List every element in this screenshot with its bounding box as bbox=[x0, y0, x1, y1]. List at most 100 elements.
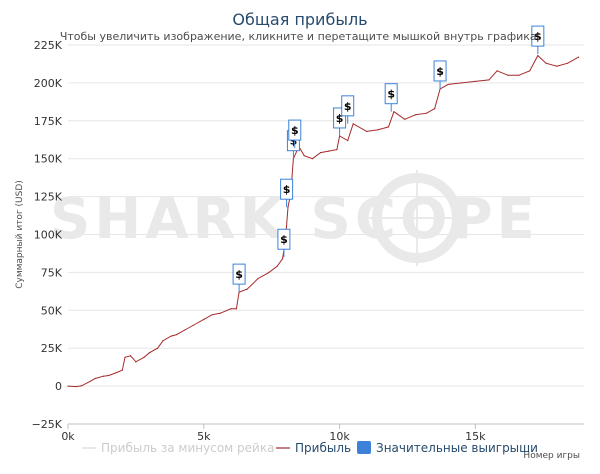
series-point bbox=[281, 258, 284, 260]
legend: Прибыль за минусом рейка Прибыль Значитель… bbox=[82, 441, 538, 455]
series-point bbox=[287, 206, 289, 208]
y-tick-label: 0 bbox=[55, 380, 62, 393]
series-point bbox=[67, 385, 69, 387]
y-tick-label: 225K bbox=[34, 39, 63, 52]
big-win-marker-label: $ bbox=[344, 100, 352, 113]
series-point bbox=[488, 79, 490, 81]
series-point bbox=[474, 80, 476, 82]
axes-layer: −25K 0 25K 50K 75K 100K 125K 150K 175K 200K 225K 0k… bbox=[32, 39, 584, 443]
series-point bbox=[276, 265, 278, 267]
legend-label: Прибыль bbox=[295, 441, 351, 455]
legend-item[interactable]: Прибыль bbox=[276, 441, 351, 455]
series-point bbox=[143, 356, 145, 358]
series-point bbox=[75, 385, 77, 388]
y-axis-label: Суммарный итог (USD) bbox=[15, 180, 25, 289]
legend-label: Прибыль за минусом рейка bbox=[101, 441, 274, 455]
legend-item[interactable]: Прибыль за минусом рейка bbox=[82, 441, 274, 455]
series-point bbox=[393, 111, 395, 113]
markers-layer: $$$$$$$$$$ bbox=[232, 25, 545, 293]
series-point bbox=[567, 62, 569, 64]
series-point bbox=[336, 149, 338, 151]
legend-swatch-box bbox=[357, 441, 371, 454]
series-point bbox=[121, 369, 123, 371]
series-point bbox=[135, 361, 137, 363]
series-point bbox=[116, 371, 118, 374]
y-tick-label: 125K bbox=[34, 191, 63, 204]
watermark: SHARK SCOPE bbox=[50, 170, 539, 266]
series-point bbox=[496, 70, 498, 72]
series-point bbox=[319, 152, 322, 154]
series-point bbox=[311, 158, 314, 160]
series-point bbox=[352, 123, 354, 125]
series-point bbox=[129, 355, 132, 357]
chart-subtitle: Чтобы увеличить изображение, кликните и … bbox=[60, 30, 540, 43]
series-point bbox=[203, 318, 205, 320]
series-point bbox=[425, 112, 428, 114]
y-tick-label: 50K bbox=[41, 304, 63, 317]
series-point bbox=[192, 324, 194, 327]
series-point bbox=[434, 108, 436, 110]
series-point bbox=[328, 150, 330, 152]
series-line-profit[interactable] bbox=[67, 54, 579, 388]
big-win-marker[interactable]: $ bbox=[288, 119, 302, 149]
series-point bbox=[162, 340, 164, 342]
y-tick-label: 150K bbox=[34, 153, 63, 166]
series-point bbox=[303, 155, 305, 157]
big-win-marker-label: $ bbox=[283, 183, 291, 196]
y-tick-label: 75K bbox=[41, 266, 63, 279]
scope-crosshair-icon bbox=[369, 170, 465, 266]
legend-label: Значительные выигрыши bbox=[376, 441, 538, 455]
big-win-marker-box bbox=[433, 60, 447, 82]
series-point bbox=[80, 385, 83, 387]
big-win-marker-label: $ bbox=[235, 268, 243, 281]
watermark-text: SHARK SCOPE bbox=[50, 187, 539, 252]
x-tick-label: 15k bbox=[465, 430, 486, 443]
series-point bbox=[157, 347, 159, 349]
big-win-marker[interactable]: $ bbox=[433, 60, 447, 89]
legend-item[interactable]: Значительные выигрыши bbox=[357, 441, 538, 455]
big-win-marker[interactable]: $ bbox=[384, 83, 398, 112]
series-point bbox=[108, 374, 110, 377]
big-win-marker-box bbox=[288, 119, 302, 141]
series-point bbox=[235, 308, 237, 310]
series-point bbox=[170, 335, 172, 337]
big-win-marker-label: $ bbox=[280, 233, 288, 246]
series-point bbox=[184, 329, 186, 331]
series-point bbox=[89, 380, 91, 383]
big-win-marker-box bbox=[341, 95, 355, 117]
big-win-marker[interactable]: $ bbox=[232, 263, 246, 293]
big-win-marker-box bbox=[277, 228, 291, 250]
series-point bbox=[124, 356, 126, 358]
big-win-marker-box bbox=[384, 83, 398, 105]
big-win-marker[interactable]: $ bbox=[280, 178, 294, 208]
y-tick-label: 25K bbox=[41, 342, 63, 355]
big-win-marker-label: $ bbox=[436, 65, 444, 78]
series-point bbox=[148, 352, 151, 354]
series-point bbox=[507, 74, 509, 76]
x-tick-label: 5k bbox=[197, 430, 211, 443]
series-point bbox=[176, 333, 178, 336]
x-tick-label: 0k bbox=[61, 430, 75, 443]
series-point bbox=[366, 130, 368, 133]
series-point bbox=[94, 377, 96, 380]
big-win-marker-box bbox=[531, 25, 545, 47]
series-point bbox=[556, 65, 558, 67]
big-win-marker-label: $ bbox=[387, 88, 395, 101]
y-tick-label: −25K bbox=[32, 418, 63, 431]
big-win-marker[interactable]: $ bbox=[341, 95, 355, 124]
y-tick-label: 200K bbox=[34, 77, 63, 90]
big-win-marker[interactable]: $ bbox=[277, 228, 291, 258]
series-point bbox=[219, 312, 221, 314]
big-win-marker-label: $ bbox=[336, 112, 344, 125]
grid-lines bbox=[68, 44, 584, 425]
big-win-marker-label: $ bbox=[534, 30, 542, 43]
series-point bbox=[461, 82, 463, 84]
series-point bbox=[415, 114, 417, 116]
big-win-marker-label: $ bbox=[290, 135, 298, 148]
series-point bbox=[347, 139, 349, 142]
big-win-marker-box bbox=[280, 178, 294, 200]
series-point bbox=[404, 118, 406, 120]
big-win-marker[interactable]: $ bbox=[531, 25, 545, 55]
y-tick-label: 175K bbox=[34, 115, 63, 128]
